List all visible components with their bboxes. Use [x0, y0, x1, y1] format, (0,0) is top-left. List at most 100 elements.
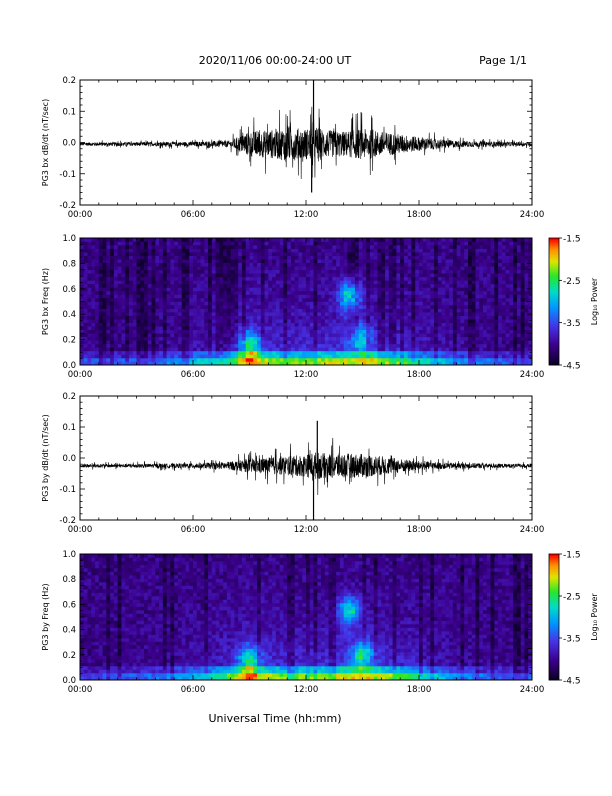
spectrogram-cell — [91, 642, 95, 646]
spectrogram-cell — [170, 319, 174, 323]
spectrogram-cell — [268, 291, 272, 295]
spectrogram-cell — [524, 252, 528, 256]
spectrogram-cell — [389, 270, 393, 274]
spectrogram-cell — [445, 252, 449, 256]
spectrogram-cell — [317, 287, 321, 291]
spectrogram-cell — [99, 610, 103, 614]
spectrogram-cell — [509, 312, 513, 316]
spectrogram-cell — [506, 330, 510, 334]
spectrogram-cell — [212, 333, 216, 337]
spectrogram-cell — [442, 263, 446, 267]
spectrogram-cell — [453, 316, 457, 320]
spectrogram-cell — [498, 249, 502, 253]
spectrogram-cell — [344, 302, 348, 306]
spectrogram-cell — [476, 270, 480, 274]
spectrogram-cell — [396, 284, 400, 288]
spectrogram-cell — [468, 266, 472, 270]
spectrogram-cell — [306, 330, 310, 334]
spectrogram-cell — [498, 323, 502, 327]
spectrogram-cell — [189, 302, 193, 306]
spectrogram-cell — [110, 259, 114, 263]
spectrogram-cell — [91, 579, 95, 583]
spectrogram-cell — [442, 242, 446, 246]
spectrogram-cell — [389, 263, 393, 267]
spectrogram-cell — [374, 238, 378, 242]
spectrogram-cell — [265, 249, 269, 253]
spectrogram-cell — [291, 305, 295, 309]
spectrogram-cell — [302, 344, 306, 348]
spectrogram-cell — [378, 326, 382, 330]
spectrogram-cell — [317, 354, 321, 358]
spectrogram-cell — [363, 259, 367, 263]
spectrogram-cell — [197, 287, 201, 291]
spectrogram-cell — [223, 298, 227, 302]
spectrogram-cell — [468, 312, 472, 316]
spectrogram-cell — [381, 319, 385, 323]
spectrogram-cell — [378, 344, 382, 348]
spectrogram-cell — [91, 666, 95, 670]
spectrogram-cell — [125, 316, 129, 320]
spectrogram-cell — [91, 337, 95, 341]
spectrogram-cell — [449, 298, 453, 302]
spectrogram-cell — [336, 312, 340, 316]
spectrogram-cell — [389, 330, 393, 334]
spectrogram-cell — [95, 600, 99, 604]
spectrogram-cell — [167, 266, 171, 270]
spectrogram-cell — [521, 358, 525, 362]
spectrogram-cell — [178, 238, 182, 242]
spectrogram-cell — [103, 298, 107, 302]
spectrogram-cell — [517, 287, 521, 291]
spectrogram-cell — [487, 266, 491, 270]
spectrogram-cell — [329, 284, 333, 288]
spectrogram-cell — [314, 238, 318, 242]
spectrogram-cell — [223, 344, 227, 348]
spectrogram-cell — [378, 273, 382, 277]
spectrogram-cell — [121, 249, 125, 253]
spectrogram-cell — [159, 298, 163, 302]
spectrogram-cell — [430, 298, 434, 302]
spectrogram-cell — [378, 354, 382, 358]
spectrogram-cell — [347, 358, 351, 362]
spectrogram-cell — [182, 277, 186, 281]
spectrogram-cell — [483, 319, 487, 323]
spectrogram-cell — [378, 294, 382, 298]
spectrogram-cell — [513, 319, 517, 323]
spectrogram-cell — [84, 638, 88, 642]
spectrogram-cell — [491, 312, 495, 316]
spectrogram-cell — [159, 340, 163, 344]
spectrogram-cell — [163, 256, 167, 260]
spectrogram-cell — [374, 284, 378, 288]
spectrogram-cell — [491, 263, 495, 267]
spectrogram-cell — [208, 287, 212, 291]
spectrogram-cell — [494, 347, 498, 351]
spectrogram-cell — [193, 333, 197, 337]
spectrogram-cell — [95, 565, 99, 569]
spectrogram-cell — [509, 354, 513, 358]
spectrogram-cell — [445, 266, 449, 270]
spectrogram-cell — [280, 309, 284, 313]
spectrogram-cell — [457, 298, 461, 302]
spectrogram-cell — [110, 287, 114, 291]
spectrogram-cell — [314, 309, 318, 313]
spectrogram-cell — [449, 291, 453, 295]
spectrogram-cell — [84, 666, 88, 670]
spectrogram-cell — [396, 319, 400, 323]
spectrogram-cell — [442, 291, 446, 295]
spectrogram-cell — [317, 323, 321, 327]
spectrogram-cell — [159, 294, 163, 298]
spectrogram-cell — [178, 270, 182, 274]
spectrogram-cell — [419, 330, 423, 334]
spectrogram-cell — [103, 673, 107, 677]
spectrogram-cell — [389, 238, 393, 242]
spectrogram-cell — [479, 252, 483, 256]
spectrogram-cell — [246, 319, 250, 323]
spectrogram-cell — [389, 242, 393, 246]
spectrogram-cell — [99, 663, 103, 667]
spectrogram-cell — [242, 249, 246, 253]
spectrogram-cell — [483, 273, 487, 277]
spectrogram-cell — [163, 323, 167, 327]
spectrogram-cell — [344, 312, 348, 316]
spectrogram-cell — [378, 252, 382, 256]
spectrogram-cell — [110, 277, 114, 281]
spectrogram-cell — [84, 673, 88, 677]
